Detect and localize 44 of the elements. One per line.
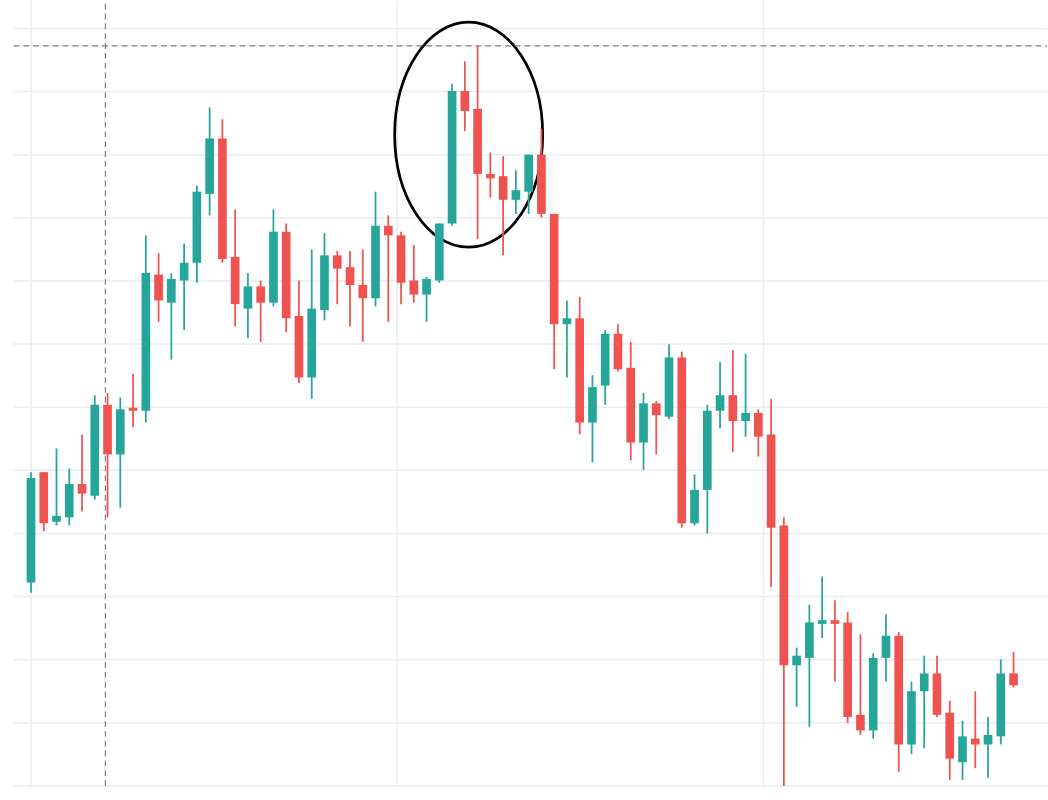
candlestick xyxy=(562,299,572,379)
candlestick xyxy=(524,154,533,216)
candlestick xyxy=(409,244,419,304)
candlestick xyxy=(715,361,725,430)
candlestick xyxy=(256,279,266,344)
candlestick xyxy=(830,599,840,683)
candlestick xyxy=(1009,651,1018,689)
candlestick xyxy=(881,613,891,683)
candlestick xyxy=(230,208,240,328)
candlestick xyxy=(498,155,508,257)
candlestick xyxy=(511,169,521,216)
candlestick xyxy=(358,248,368,344)
candlestick xyxy=(486,151,495,199)
candlestick xyxy=(639,392,648,472)
candlestick xyxy=(422,276,431,324)
candlestick xyxy=(460,60,470,133)
candlestick xyxy=(243,272,253,340)
candlestick xyxy=(179,242,189,332)
candlestick xyxy=(741,353,750,438)
candlestick xyxy=(690,473,699,527)
candlestick xyxy=(958,720,967,782)
candlestick xyxy=(817,575,827,640)
candlestick xyxy=(588,374,597,464)
candlestick xyxy=(345,250,355,328)
candlestick xyxy=(805,604,814,728)
candlestick xyxy=(728,349,738,454)
candlestick xyxy=(856,633,865,737)
candlestick xyxy=(613,323,623,373)
candlestick xyxy=(128,373,138,429)
candlestick xyxy=(396,231,406,306)
candlestick xyxy=(383,214,393,324)
candlestick xyxy=(754,408,763,458)
candlestick xyxy=(919,655,929,750)
candlestick xyxy=(52,447,61,527)
candlestick xyxy=(651,400,661,456)
candlestick xyxy=(77,433,87,513)
candlestick xyxy=(167,272,176,361)
candlestick xyxy=(932,655,942,719)
candlestick xyxy=(332,250,342,306)
candlestick xyxy=(64,467,74,527)
candlestick xyxy=(945,700,955,782)
candlestick xyxy=(154,252,163,324)
candlestick xyxy=(115,396,125,509)
candlestick xyxy=(792,646,801,708)
